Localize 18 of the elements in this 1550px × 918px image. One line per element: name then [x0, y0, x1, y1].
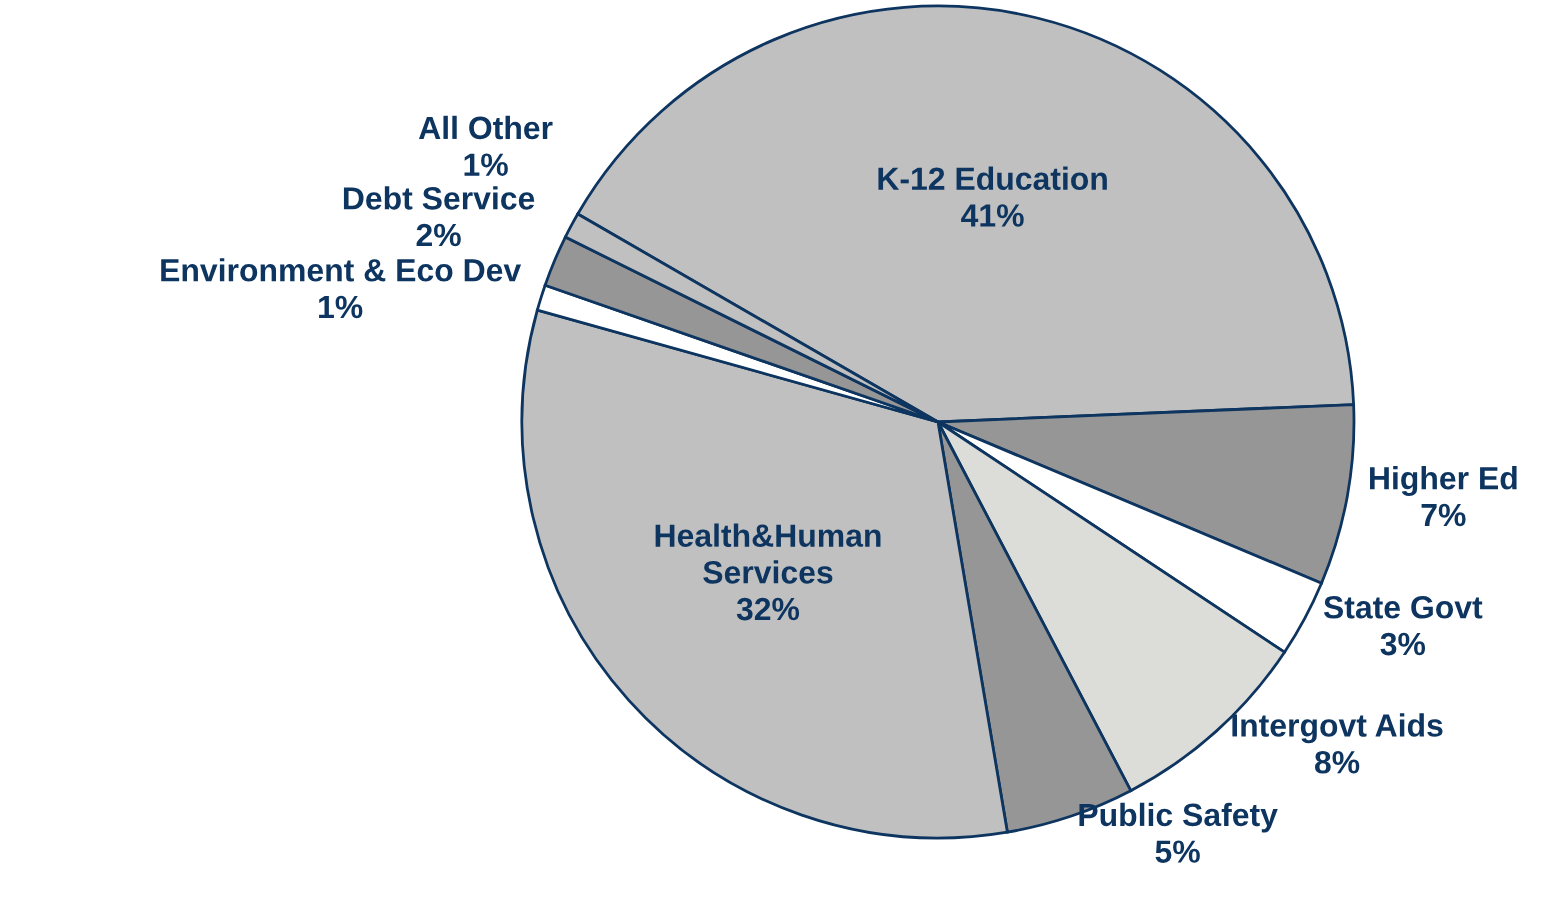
data-label: 8% — [1314, 750, 1360, 774]
data-label: 3% — [1380, 632, 1426, 656]
slice-label: Debt Service — [343, 186, 535, 210]
data-label: 1% — [319, 295, 363, 319]
slice-label: All Other — [418, 115, 553, 140]
data-label: 32% — [736, 597, 800, 621]
slice-label: Environment & Eco Dev — [161, 258, 522, 282]
slice-label: Higher Ed — [1370, 466, 1517, 496]
data-label: 5% — [1155, 840, 1200, 863]
slice-label: K-12 Education — [878, 166, 1107, 191]
slice-label: Public Safety — [1079, 802, 1278, 833]
data-label: 7% — [1421, 503, 1466, 527]
slice-label: State Govt — [1323, 596, 1483, 619]
slice-label: Health&Human Services — [655, 523, 881, 584]
data-label: 1% — [464, 153, 508, 176]
data-label: 2% — [416, 223, 461, 247]
slice-label: Intergovt Aids — [1232, 713, 1443, 744]
data-label: 41% — [961, 204, 1024, 227]
